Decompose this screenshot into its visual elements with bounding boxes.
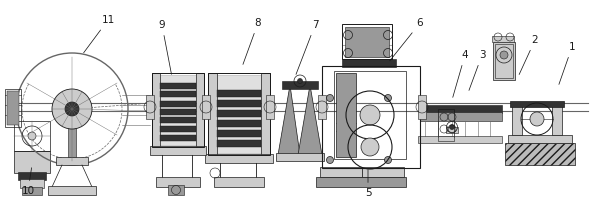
- Bar: [68, 109, 76, 157]
- Text: 9: 9: [159, 20, 171, 74]
- Bar: [512, 103, 522, 135]
- Bar: [20, 179, 44, 188]
- Text: 3: 3: [469, 50, 485, 90]
- Bar: [168, 185, 184, 195]
- Bar: [322, 66, 420, 168]
- Bar: [160, 109, 196, 115]
- Bar: [217, 110, 261, 117]
- Bar: [210, 75, 268, 153]
- Bar: [493, 42, 515, 80]
- Bar: [334, 71, 406, 159]
- Bar: [446, 127, 458, 133]
- Bar: [160, 117, 196, 123]
- Bar: [18, 172, 46, 180]
- Circle shape: [384, 95, 392, 101]
- Bar: [316, 177, 406, 187]
- Bar: [276, 153, 324, 161]
- Bar: [438, 136, 454, 141]
- Bar: [202, 95, 210, 119]
- Bar: [318, 95, 326, 119]
- Circle shape: [297, 78, 303, 83]
- Text: 11: 11: [84, 15, 115, 53]
- Text: 4: 4: [453, 50, 468, 97]
- Bar: [217, 120, 261, 127]
- Bar: [495, 44, 513, 78]
- Bar: [508, 135, 572, 143]
- Bar: [208, 73, 217, 155]
- Text: 8: 8: [243, 18, 261, 64]
- Bar: [438, 109, 454, 137]
- Circle shape: [530, 112, 544, 126]
- Bar: [320, 167, 362, 177]
- Text: 5: 5: [365, 170, 371, 198]
- Bar: [492, 36, 514, 42]
- Bar: [208, 73, 270, 155]
- Polygon shape: [278, 85, 300, 155]
- Bar: [214, 177, 264, 187]
- Polygon shape: [298, 85, 322, 155]
- Bar: [14, 151, 50, 173]
- Bar: [420, 105, 502, 113]
- Bar: [160, 83, 196, 89]
- Bar: [420, 112, 502, 121]
- Bar: [160, 101, 196, 107]
- Bar: [14, 121, 50, 151]
- Bar: [196, 73, 204, 147]
- Bar: [217, 140, 261, 147]
- Bar: [345, 27, 389, 57]
- Bar: [152, 73, 160, 147]
- Bar: [418, 136, 502, 143]
- Bar: [418, 95, 426, 119]
- Bar: [336, 73, 356, 157]
- Text: 10: 10: [21, 168, 35, 196]
- Bar: [552, 103, 562, 135]
- Text: 1: 1: [559, 42, 576, 84]
- Text: 7: 7: [296, 20, 318, 74]
- Bar: [342, 24, 392, 59]
- Circle shape: [65, 102, 79, 116]
- Text: 2: 2: [519, 35, 538, 74]
- Circle shape: [360, 105, 380, 125]
- Bar: [22, 187, 42, 195]
- Circle shape: [384, 157, 392, 163]
- Circle shape: [361, 138, 379, 156]
- Bar: [5, 89, 21, 127]
- Text: 6: 6: [390, 18, 423, 61]
- Bar: [56, 157, 88, 165]
- Circle shape: [28, 132, 36, 140]
- Bar: [160, 91, 196, 97]
- Bar: [7, 91, 19, 125]
- Bar: [154, 75, 202, 145]
- Bar: [510, 101, 564, 107]
- Circle shape: [450, 124, 454, 129]
- Bar: [48, 186, 96, 195]
- Circle shape: [327, 157, 334, 163]
- Bar: [156, 177, 200, 187]
- Bar: [146, 95, 154, 119]
- Circle shape: [500, 51, 508, 59]
- Bar: [266, 95, 274, 119]
- Bar: [217, 100, 261, 107]
- Bar: [217, 90, 261, 97]
- Bar: [205, 154, 273, 163]
- Bar: [160, 135, 196, 141]
- Circle shape: [52, 89, 92, 129]
- Bar: [505, 143, 575, 165]
- Bar: [160, 126, 196, 132]
- Bar: [217, 130, 261, 137]
- Circle shape: [327, 95, 334, 101]
- Bar: [342, 59, 396, 67]
- Bar: [282, 81, 318, 89]
- Bar: [362, 167, 404, 177]
- Bar: [150, 146, 206, 155]
- Bar: [261, 73, 270, 155]
- Bar: [152, 73, 204, 147]
